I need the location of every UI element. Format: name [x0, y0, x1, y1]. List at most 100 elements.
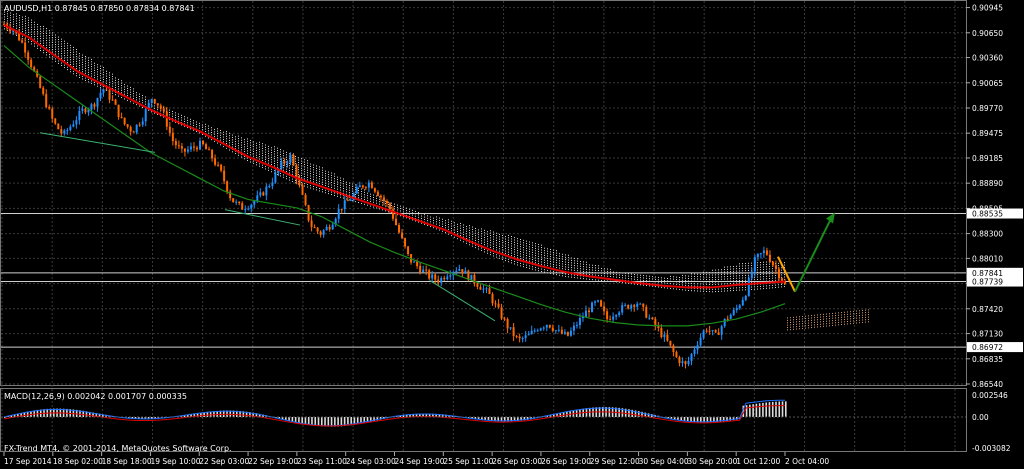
cloud-dot — [817, 324, 818, 326]
candle-body — [84, 108, 87, 113]
cloud-dot — [283, 176, 284, 178]
cloud-dot — [544, 271, 545, 273]
cloud-dot — [184, 125, 185, 127]
cloud-dot — [805, 320, 806, 322]
cloud-dot — [736, 275, 737, 277]
cloud-dot — [511, 240, 512, 242]
cloud-dot — [541, 247, 542, 249]
cloud-dot — [235, 138, 236, 140]
cloud-dot — [85, 67, 86, 69]
cloud-dot — [472, 228, 473, 230]
cloud-dot — [271, 163, 272, 165]
cloud-dot — [328, 190, 329, 192]
macd-bar — [490, 417, 493, 421]
cloud-dot — [106, 70, 107, 72]
cloud-dot — [262, 145, 263, 147]
cloud-dot — [16, 25, 17, 27]
cloud-dot — [550, 263, 551, 265]
cloud-dot — [568, 259, 569, 261]
cloud-dot — [199, 122, 200, 124]
cloud-dot — [7, 20, 8, 22]
cloud-dot — [850, 318, 851, 320]
price-pane[interactable] — [0, 0, 967, 386]
cloud-dot — [787, 322, 788, 324]
macd-bar — [239, 411, 241, 417]
cloud-dot — [208, 125, 209, 127]
macd-bar — [92, 412, 94, 417]
cloud-dot — [307, 169, 308, 171]
cloud-dot — [376, 197, 377, 199]
macd-bar — [471, 417, 473, 419]
cloud-dot — [208, 137, 209, 139]
cloud-dot — [118, 81, 119, 83]
cloud-dot — [274, 160, 275, 162]
cloud-dot — [520, 262, 521, 264]
cloud-dot — [439, 217, 440, 219]
cloud-dot — [247, 148, 248, 150]
cloud-dot — [124, 98, 125, 100]
cloud-dot — [712, 269, 713, 271]
cloud-dot — [70, 68, 71, 70]
macd-bar — [278, 417, 281, 419]
cloud-dot — [523, 244, 524, 246]
cloud-dot — [742, 263, 743, 265]
cloud-dot — [562, 268, 563, 270]
cloud-dot — [172, 115, 173, 117]
cloud-dot — [16, 27, 17, 29]
candle-body — [265, 186, 268, 196]
cloud-dot — [568, 269, 569, 271]
cloud-dot — [307, 167, 308, 169]
cloud-dot — [772, 268, 773, 270]
trend-lines[interactable] — [39, 132, 496, 322]
cloud-dot — [55, 41, 56, 43]
cloud-dot — [538, 243, 539, 245]
cloud-dot — [415, 215, 416, 217]
candle-body — [581, 316, 584, 319]
cloud-dot — [94, 67, 95, 69]
cloud-dot — [274, 153, 275, 155]
candle-body — [690, 353, 693, 361]
cloud-dot — [340, 182, 341, 184]
cloud-dot — [757, 278, 758, 280]
cloud-dot — [418, 216, 419, 218]
cloud-dot — [91, 80, 92, 82]
cloud-dot — [307, 172, 308, 174]
cloud-dot — [403, 209, 404, 211]
candle-body — [99, 92, 102, 99]
cloud-dot — [856, 317, 857, 319]
cloud-dot — [526, 257, 527, 259]
price-tick-label: 0.90360 — [972, 54, 1003, 63]
cloud-dot — [715, 283, 716, 285]
cloud-dot — [61, 43, 62, 45]
cloud-dot — [592, 274, 593, 276]
cloud-dot — [802, 318, 803, 320]
cloud-dot — [748, 269, 749, 271]
cloud-dot — [91, 61, 92, 63]
candle-body — [340, 209, 343, 211]
cloud-dot — [397, 204, 398, 206]
cloud-dot — [304, 166, 305, 168]
cloud-dot — [400, 215, 401, 217]
cloud-dot — [688, 289, 689, 291]
cloud-dot — [553, 254, 554, 256]
cloud-dot — [304, 175, 305, 177]
macd-bar — [200, 412, 202, 417]
cloud-dot — [46, 42, 47, 44]
cloud-dot — [499, 250, 500, 252]
cloud-dot — [379, 201, 380, 203]
cloud-dot — [34, 33, 35, 35]
cloud-dot — [175, 117, 176, 119]
cloud-dot — [214, 131, 215, 133]
cloud-dot — [598, 274, 599, 276]
cloud-dot — [286, 151, 287, 153]
cloud-dot — [700, 273, 701, 275]
cloud-dot — [802, 315, 803, 317]
cloud-dot — [781, 284, 782, 286]
cloud-dot — [298, 162, 299, 164]
cloud-dot — [79, 62, 80, 64]
cloud-dot — [313, 169, 314, 171]
cloud-dot — [205, 128, 206, 130]
cloud-dot — [451, 225, 452, 227]
cloud-dot — [721, 269, 722, 271]
